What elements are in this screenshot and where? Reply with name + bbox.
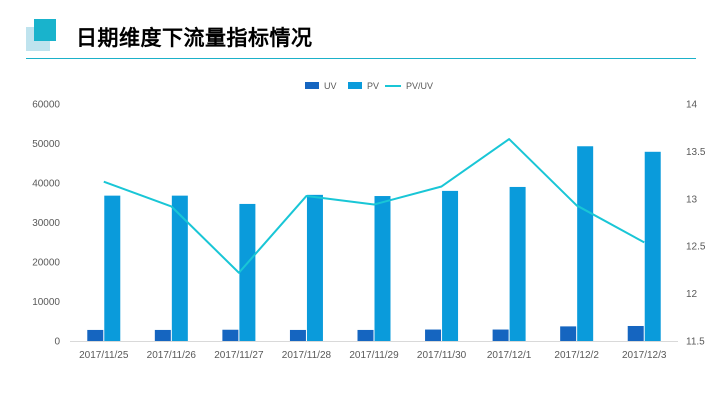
left-axis-tick-label: 50000	[32, 139, 60, 150]
left-axis-tick-label: 10000	[32, 297, 60, 308]
uv-bar	[425, 329, 442, 341]
pv-bar	[577, 146, 594, 341]
title-decoration-front	[34, 19, 56, 41]
x-axis-tick-label: 2017/11/25	[79, 350, 129, 361]
left-axis-tick-label: 0	[54, 337, 60, 348]
legend-ratio-label: PV/UV	[406, 81, 433, 91]
legend-uv-swatch	[305, 82, 319, 89]
pv-bar	[644, 151, 661, 341]
traffic-chart: UV PV PV/UV 0 10000 20000 30000 40000 50000 6000…	[32, 81, 706, 361]
bar-series	[87, 146, 661, 341]
x-axis-tick-label: 2017/11/27	[214, 350, 264, 361]
x-axis-tick-label: 2017/12/2	[554, 350, 599, 361]
x-axis-tick-label: 2017/11/26	[147, 350, 197, 361]
right-axis-tick-label: 13.5	[686, 147, 706, 158]
right-axis-tick-label: 13	[686, 194, 698, 205]
line-series	[103, 138, 645, 274]
x-axis-tick-label: 2017/12/3	[622, 350, 667, 361]
left-axis-tick-label: 60000	[32, 100, 60, 111]
left-axis-tick-label: 30000	[32, 218, 60, 229]
chart-legend: UV PV PV/UV	[305, 81, 433, 91]
left-axis-tick-label: 40000	[32, 179, 60, 190]
left-axis-ticks: 0 10000 20000 30000 40000 50000 60000	[32, 100, 60, 348]
page-title: 日期维度下流量指标情况	[76, 26, 313, 50]
pv-bar	[239, 203, 256, 341]
legend-pv-label: PV	[367, 81, 379, 91]
x-axis-tick-label: 2017/12/1	[487, 350, 532, 361]
uv-bar	[357, 329, 374, 341]
title-divider	[26, 58, 696, 59]
x-axis-tick-label: 2017/11/30	[417, 350, 467, 361]
right-axis-tick-label: 12.5	[686, 242, 706, 253]
uv-bar	[87, 329, 104, 341]
legend-pv-swatch	[348, 82, 362, 89]
uv-bar	[492, 329, 509, 341]
pv-bar	[509, 186, 526, 341]
uv-bar	[154, 329, 171, 341]
legend-uv-label: UV	[324, 81, 337, 91]
pv-bar	[374, 196, 391, 341]
pv-bar	[306, 194, 323, 341]
pv-uv-line	[103, 138, 645, 274]
uv-bar	[222, 329, 239, 341]
x-axis-ticks: 2017/11/25 2017/11/26 2017/11/27 2017/11/28…	[79, 350, 667, 361]
pv-bar	[171, 195, 188, 341]
uv-bar	[289, 329, 306, 341]
x-axis-tick-label: 2017/11/29	[349, 350, 399, 361]
pv-bar	[104, 195, 121, 341]
uv-bar	[560, 326, 577, 341]
right-axis-tick-label: 14	[686, 100, 698, 111]
right-axis-tick-label: 11.5	[686, 337, 705, 348]
pv-bar	[442, 190, 459, 341]
uv-bar	[627, 325, 644, 341]
right-axis-tick-label: 12	[686, 289, 698, 300]
right-axis-ticks: 11.5 12 12.5 13 13.5 14	[686, 100, 706, 348]
x-axis-tick-label: 2017/11/28	[282, 350, 332, 361]
left-axis-tick-label: 20000	[32, 258, 60, 269]
